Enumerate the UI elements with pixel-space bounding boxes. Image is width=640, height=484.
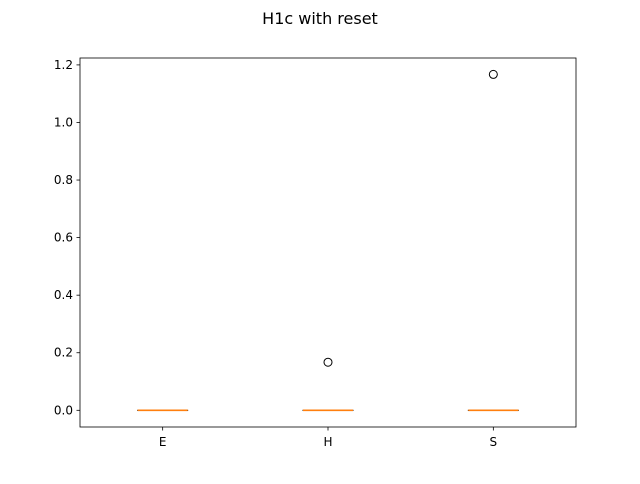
y-tick-label: 1.2	[54, 58, 73, 72]
axes-frame	[80, 58, 576, 427]
outlier-point	[489, 70, 497, 78]
outlier-point	[324, 358, 332, 366]
x-tick-label: H	[323, 435, 332, 449]
x-tick-label: S	[490, 435, 498, 449]
y-tick-label: 1.0	[54, 115, 73, 129]
y-tick-label: 0.2	[54, 346, 73, 360]
y-tick-label: 0.4	[54, 288, 73, 302]
x-tick-label: E	[159, 435, 167, 449]
chart-title: H1c with reset	[262, 9, 378, 28]
y-tick-label: 0.0	[54, 403, 73, 417]
y-tick-label: 0.8	[54, 173, 73, 187]
y-tick-label: 0.6	[54, 231, 73, 245]
plot-area: 0.0 0.2 0.4 0.6 0.8 1.0 1.2 E H S	[54, 58, 576, 449]
